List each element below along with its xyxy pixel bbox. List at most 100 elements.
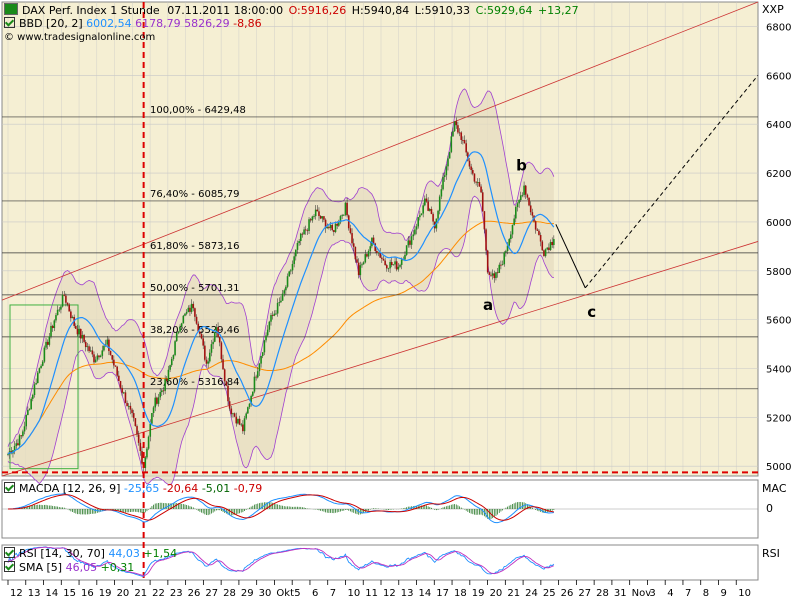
candle-body — [70, 311, 72, 319]
wave-label-b: b — [516, 157, 527, 175]
candle-body — [395, 261, 398, 270]
y-tick-label: 5000 — [766, 462, 791, 473]
x-tick-label: 21 — [507, 588, 520, 599]
ohlc-high: H:5940,84 — [351, 4, 410, 17]
candle-body — [261, 352, 264, 357]
chart-header-line1: DAX Perf. Index 1 Stunde 07.11.2011 18:0… — [4, 3, 579, 17]
candle-body — [290, 270, 292, 272]
candle-body — [101, 350, 104, 356]
x-tick-label: 23 — [170, 588, 183, 599]
candle-body — [109, 350, 112, 356]
candle-body — [126, 402, 128, 407]
macd-value-3: -5,01 — [201, 482, 231, 495]
candle-body — [481, 192, 484, 212]
candle-body — [553, 239, 555, 246]
candle-body — [309, 219, 312, 221]
candle-body — [48, 336, 51, 345]
candle-body — [164, 378, 166, 391]
candle-body — [167, 369, 170, 382]
highlight-box — [9, 304, 79, 470]
candle-body — [161, 390, 163, 393]
candle-body — [260, 356, 262, 364]
candle-body — [232, 413, 234, 415]
candle-body — [204, 345, 206, 360]
ohlc-open: O:5916,26 — [288, 4, 347, 17]
candle-body — [524, 185, 527, 195]
candle-body — [488, 272, 491, 275]
candle-body — [71, 316, 74, 319]
bbd-value-3: 5826,29 — [184, 17, 230, 30]
candle-body — [76, 328, 79, 335]
candle-body — [263, 340, 266, 353]
rsi-check-icon — [4, 547, 15, 558]
candle-body — [518, 200, 520, 204]
candle-body — [30, 398, 32, 410]
candle-body — [185, 311, 188, 314]
candle-body — [281, 293, 284, 301]
candle-body — [478, 182, 481, 187]
candle-body — [78, 328, 80, 335]
candle-body — [99, 355, 102, 358]
candle-body — [58, 309, 61, 311]
chart-datetime: 07.11.2011 18:00:00 — [167, 4, 284, 17]
candle-body — [491, 273, 494, 276]
x-tick-label: 31 — [614, 588, 627, 599]
candle-body — [66, 302, 69, 305]
candle-body — [496, 272, 499, 274]
candle-body — [258, 363, 261, 372]
candle-body — [247, 407, 249, 414]
x-tick-label: 3 — [649, 588, 655, 599]
bollinger-upper — [7, 88, 555, 447]
candle-body — [442, 177, 444, 190]
candle-body — [50, 325, 52, 337]
candle-body — [91, 350, 94, 355]
candle-body — [529, 205, 532, 213]
candle-body — [200, 333, 203, 339]
candle-body — [240, 424, 243, 426]
candle-body — [346, 202, 348, 216]
x-tick-label: 12 — [10, 588, 23, 599]
candle-body — [543, 250, 545, 257]
candle-body — [84, 341, 87, 348]
candle-body — [41, 361, 44, 366]
candle-body — [455, 121, 458, 126]
candle-body — [268, 321, 271, 330]
candle-body — [465, 143, 467, 153]
sma-value-1: 46,05 — [65, 561, 98, 574]
x-tick-label: 26 — [561, 588, 574, 599]
fib-label: 50,00% - 5701,31 — [150, 283, 239, 294]
candle-body — [132, 413, 135, 419]
candle-body — [394, 261, 396, 265]
macd-signal — [7, 494, 554, 521]
candle-body — [192, 303, 195, 309]
candle-body — [15, 443, 18, 447]
y-tick-label: 6000 — [766, 218, 791, 229]
candle-body — [65, 295, 67, 303]
bollinger-lower — [7, 195, 554, 486]
candle-body — [490, 274, 492, 276]
candle-body — [298, 241, 300, 244]
projection-arrow-c — [555, 224, 586, 289]
candle-body — [227, 385, 229, 402]
candle-body — [256, 371, 259, 378]
x-tick-label: 9 — [720, 588, 726, 599]
candle-body — [93, 354, 95, 363]
macd-value-2: -20,64 — [162, 482, 199, 495]
candle-body — [344, 202, 347, 215]
candle-body — [285, 286, 287, 291]
candle-body — [235, 416, 238, 424]
candle-body — [296, 243, 299, 250]
candle-body — [338, 222, 340, 226]
candle-body — [295, 249, 297, 257]
y-tick-label: 6600 — [766, 71, 791, 82]
candle-body — [438, 196, 441, 211]
candle-body — [116, 366, 118, 376]
candle-body — [195, 316, 198, 324]
candle-body — [40, 365, 42, 369]
candle-body — [462, 139, 464, 141]
candle-body — [323, 216, 325, 220]
candle-body — [144, 457, 147, 468]
candle-body — [390, 261, 393, 266]
candle-body — [278, 302, 281, 303]
candle-body — [238, 418, 241, 425]
